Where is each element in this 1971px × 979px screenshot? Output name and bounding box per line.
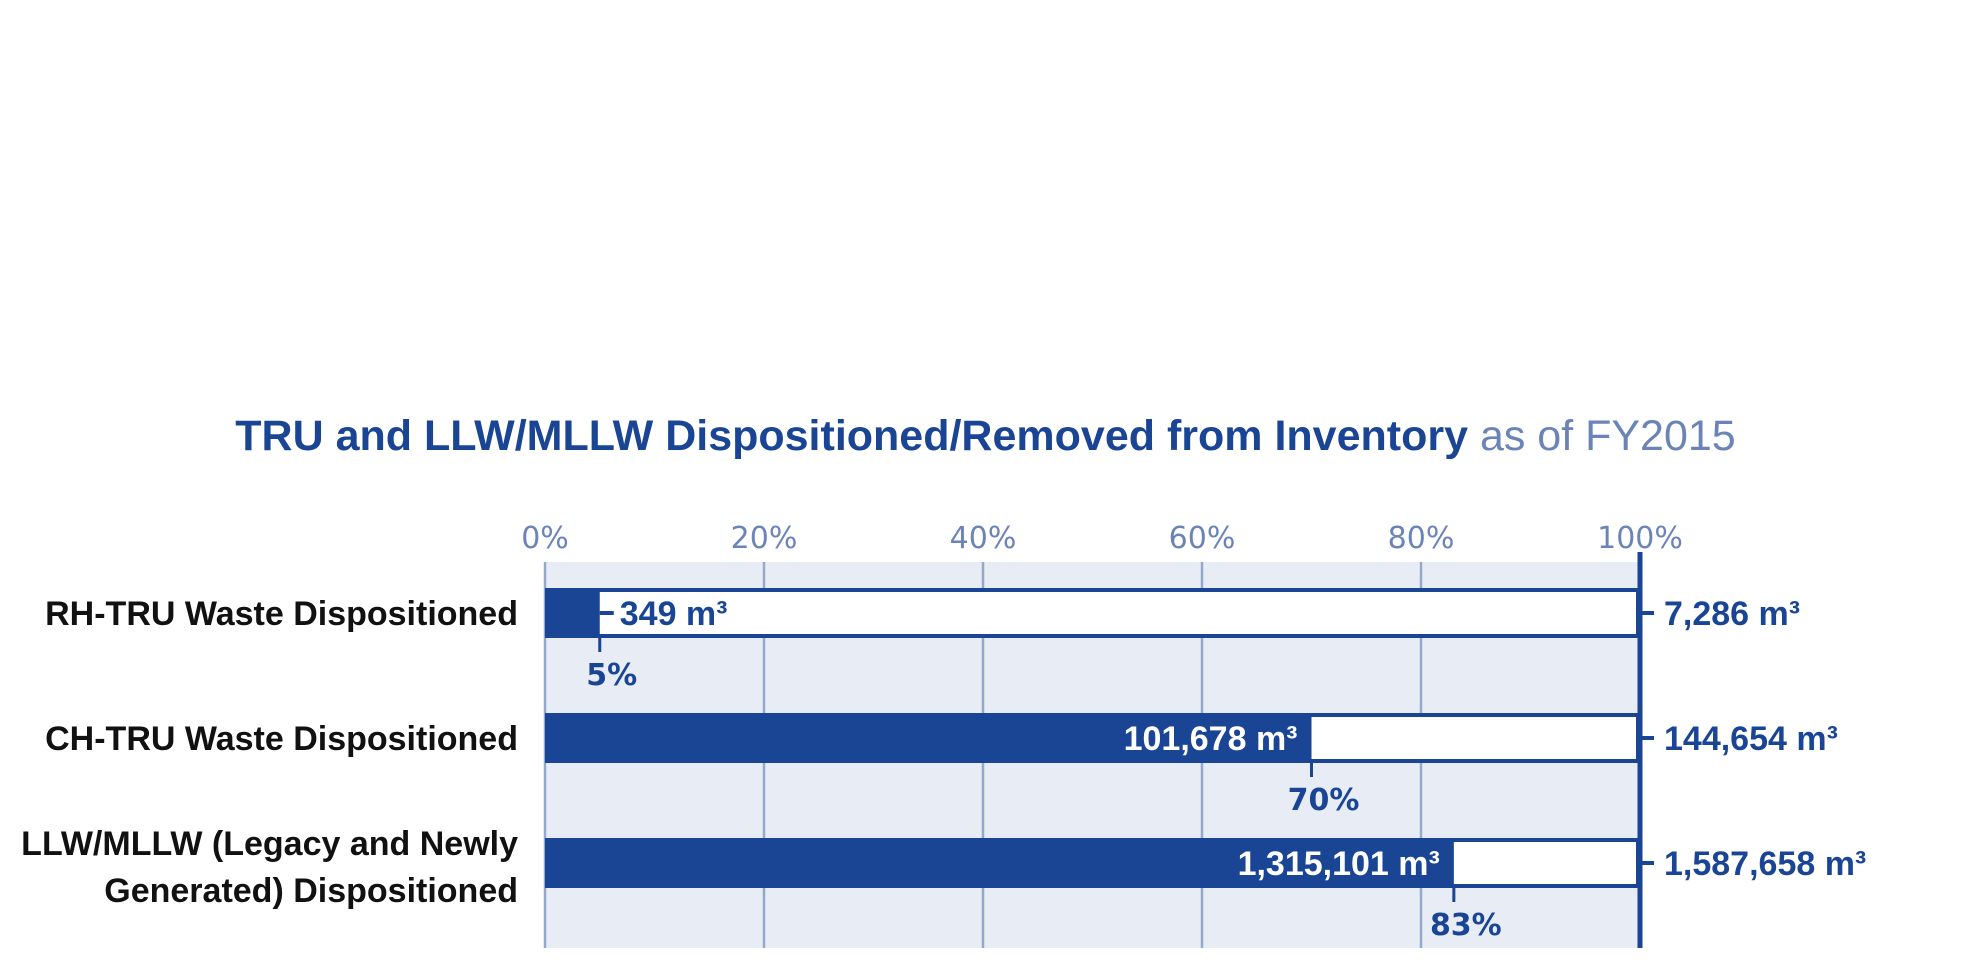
x-tick-label: 20% xyxy=(731,521,798,556)
x-tick-label: 60% xyxy=(1169,521,1236,556)
percent-label: 83% xyxy=(1430,908,1502,943)
plot-area: 0% 20% 40% 60% 80% 100% RH-TRU Waste Dispositi… xyxy=(21,521,1866,948)
chart-title: TRU and LLW/MLLW Dispositioned/Removed f… xyxy=(0,412,1971,461)
total-label: 1,587,658 m³ xyxy=(1664,845,1866,883)
chart-title-main: TRU and LLW/MLLW Dispositioned/Removed f… xyxy=(235,412,1468,460)
category-label: CH-TRU Waste Dispositioned xyxy=(45,720,518,758)
category-label: Generated) Dispositioned xyxy=(104,872,518,910)
x-tick-label: 40% xyxy=(950,521,1017,556)
total-label: 7,286 m³ xyxy=(1664,595,1800,633)
x-tick-label: 80% xyxy=(1388,521,1455,556)
x-tick-label: 0% xyxy=(521,521,569,556)
category-label: RH-TRU Waste Dispositioned xyxy=(45,595,518,633)
dispositioned-bar xyxy=(545,838,1454,888)
x-tick-label: 100% xyxy=(1597,521,1683,556)
dispositioned-bar xyxy=(545,713,1312,763)
total-label: 144,654 m³ xyxy=(1664,720,1838,758)
category-label: LLW/MLLW (Legacy and Newly xyxy=(21,825,518,863)
dispositioned-label: 349 m³ xyxy=(620,595,728,633)
dispositioned-label: 1,315,101 m³ xyxy=(1238,845,1440,883)
percent-label: 5% xyxy=(586,658,637,693)
dispositioned-bar xyxy=(545,588,600,638)
chart-title-suffix: as of FY2015 xyxy=(1479,412,1736,460)
dispositioned-label: 101,678 m³ xyxy=(1124,720,1298,758)
percent-label: 70% xyxy=(1288,783,1360,818)
